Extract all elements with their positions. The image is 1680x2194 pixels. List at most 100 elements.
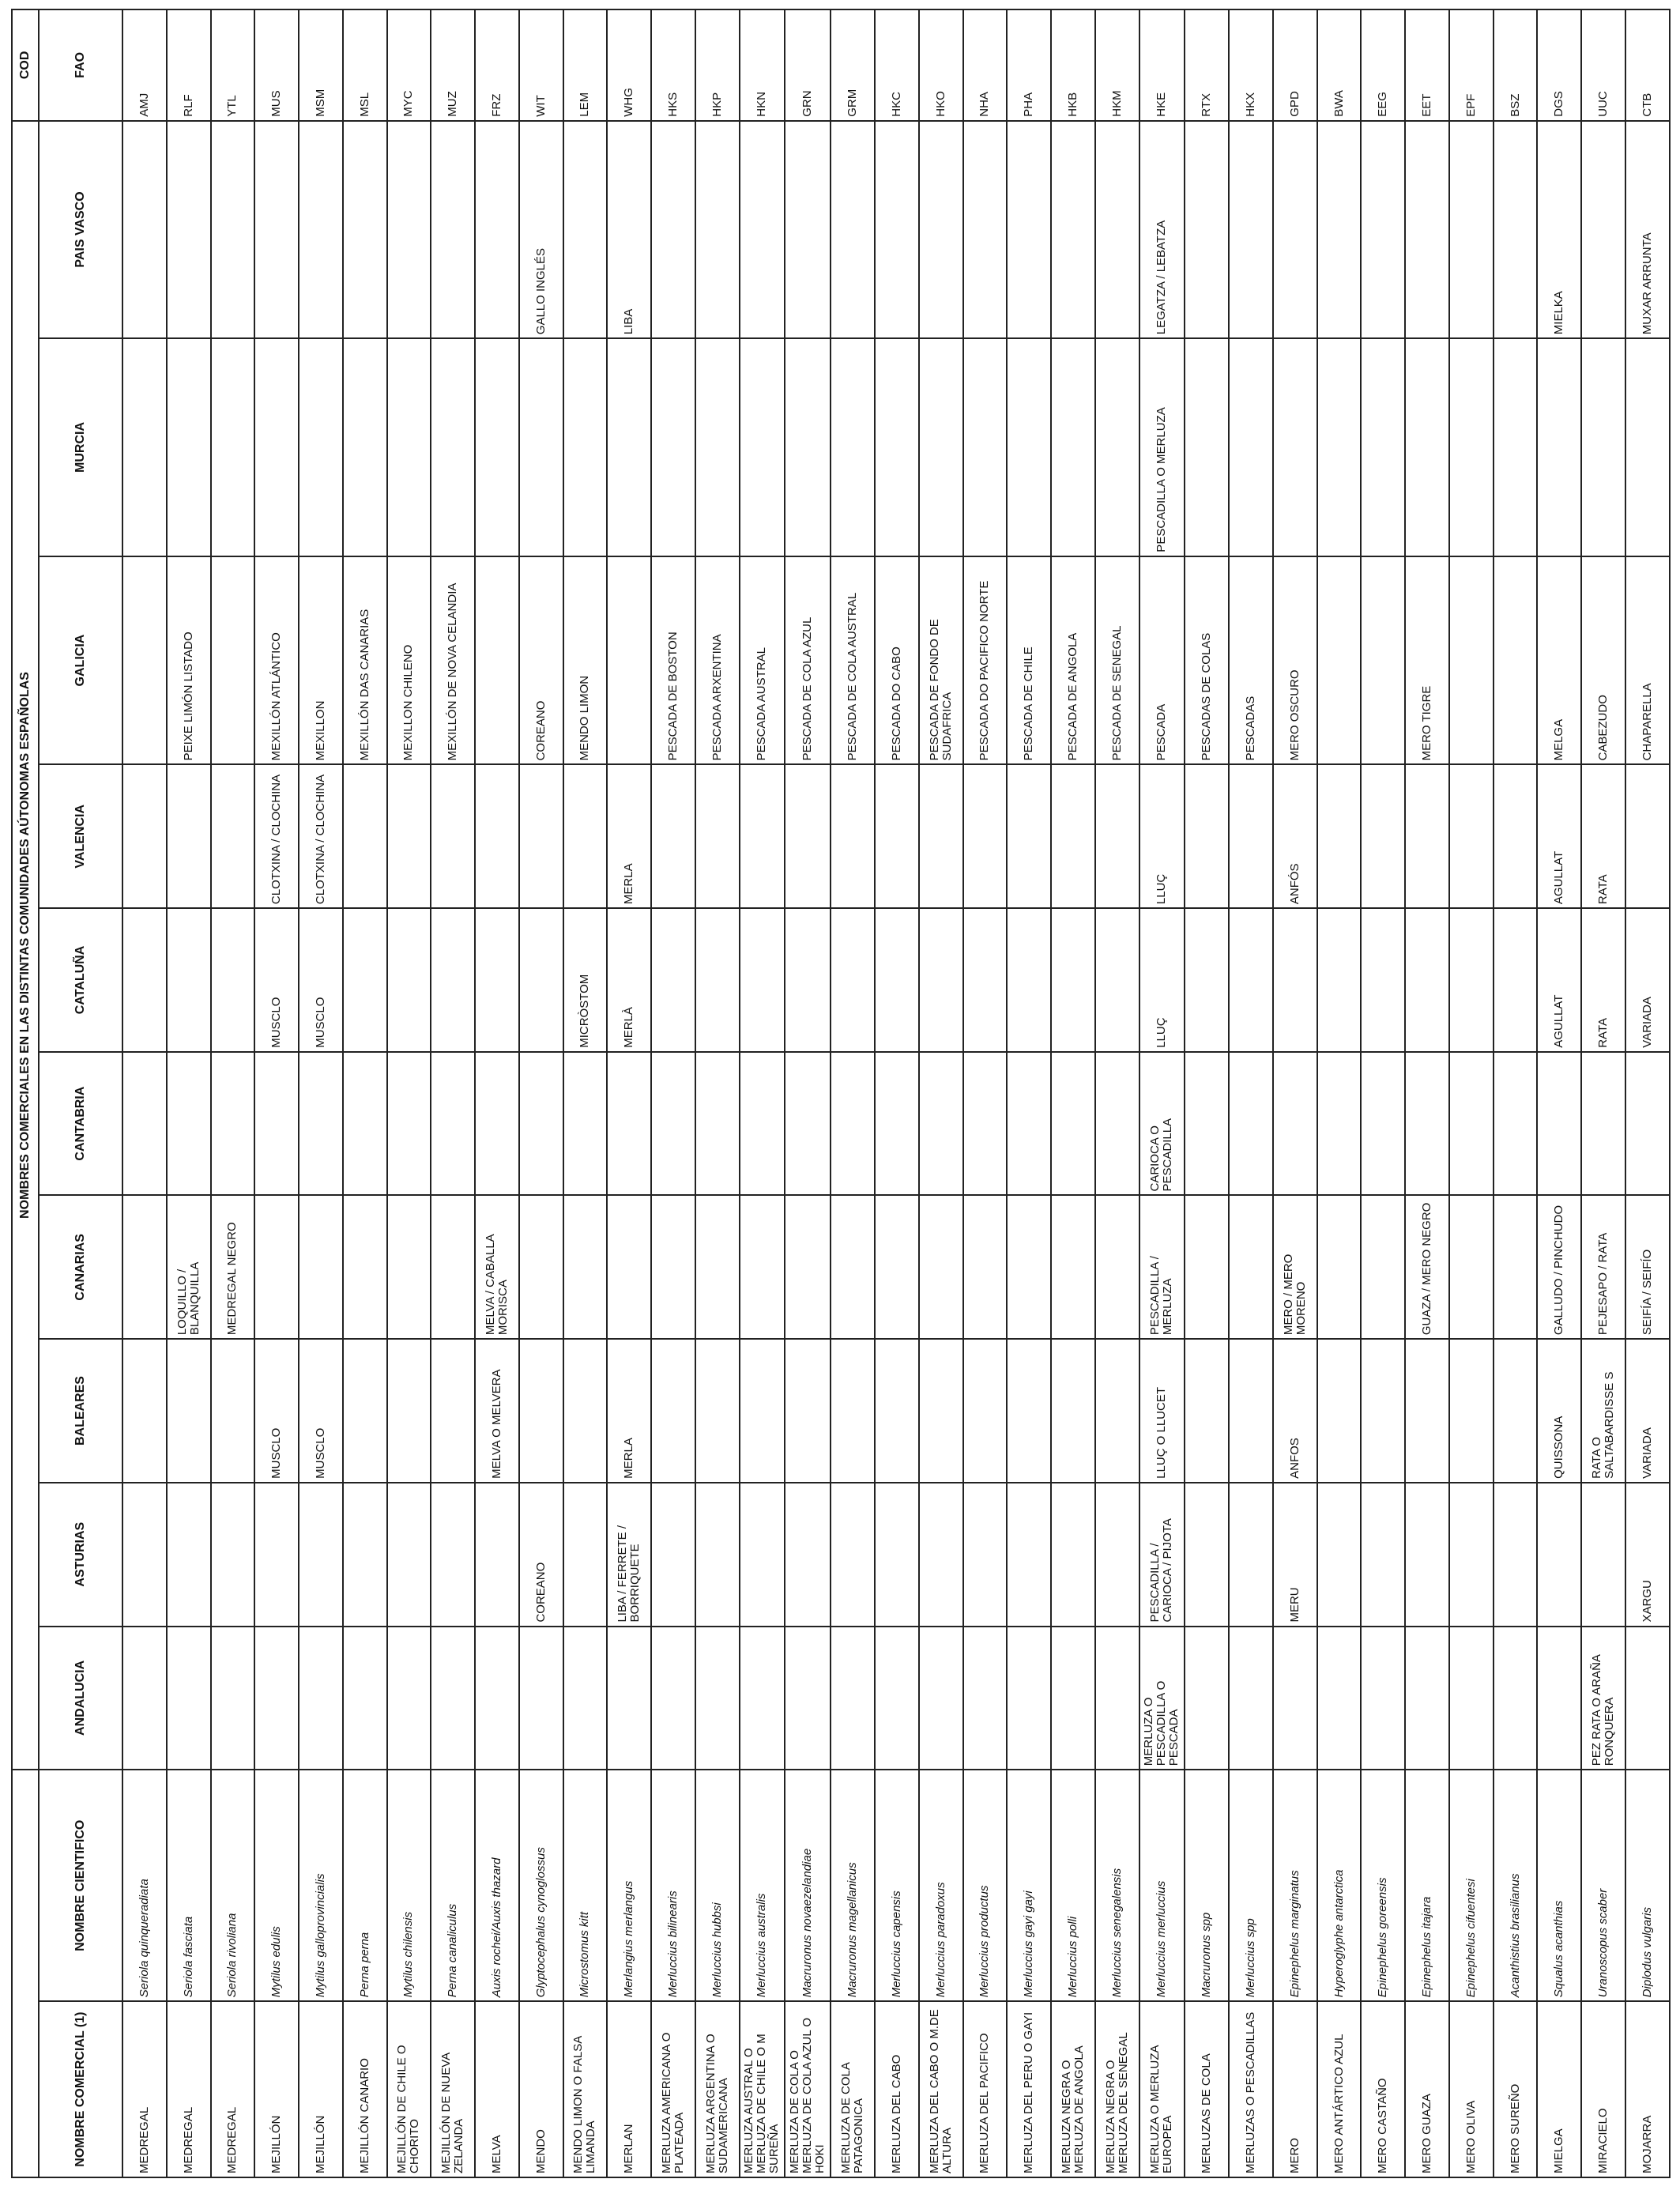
table-row: MELVA Auxis rochei/Auxis thazard MELVA O M…: [475, 9, 519, 2177]
region-name-cell: CABEZUDO: [1581, 556, 1625, 765]
region-name-cell: [1185, 1195, 1230, 1340]
region-name-cell: LLUÇ: [1139, 908, 1185, 1052]
fao-code-cell: GPD: [1272, 9, 1317, 121]
region-name-cell: [739, 1195, 785, 1340]
nombre-cientifico-cell: Microstomus kitt: [563, 1770, 608, 2002]
region-name-cell: [166, 1626, 211, 1770]
nombre-comercial-cell: MERO OLIVA: [1448, 2001, 1494, 2177]
region-name-cell: [651, 120, 695, 339]
region-name-cell: [122, 556, 167, 765]
nombre-cientifico-cell: Merluccius polli: [1051, 1770, 1095, 2002]
nombre-cientifico-cell: Macruronus novaezelandiae: [785, 1770, 831, 2002]
region-name-cell: [1625, 1051, 1670, 1196]
region-name-cell: [342, 1482, 387, 1627]
region-name-cell: PESCADA DE FONDO DE SUDAFRICA: [918, 556, 963, 765]
region-name-cell: [1405, 338, 1449, 556]
region-name-cell: [785, 120, 831, 339]
table-row: MERLUZAS O PESCADILLAS Merluccius spp PESC…: [1229, 9, 1273, 2177]
region-name-cell: [563, 1482, 608, 1627]
nombre-comercial-cell: MEJILLÓN DE CHILE O CHORITO: [386, 2001, 431, 2177]
nombre-comercial-cell: MIELGA: [1537, 2001, 1582, 2177]
region-name-cell: [1537, 1051, 1582, 1196]
region-name-cell: [1007, 1051, 1052, 1196]
region-name-cell: PEIXE LIMÓN LISTADO: [166, 556, 211, 765]
nombre-cientifico-cell: Perna canaliculus: [431, 1770, 475, 2002]
region-name-cell: [1405, 1339, 1449, 1483]
table-row: MERLUZA DEL PACIFICO Merluccius productus…: [962, 9, 1008, 2177]
fao-code-cell: PHA: [1007, 9, 1052, 121]
region-name-cell: [254, 338, 299, 556]
region-name-cell: [785, 1195, 831, 1340]
region-name-cell: [431, 1339, 475, 1483]
region-name-cell: [386, 120, 431, 339]
region-name-cell: [1317, 1626, 1362, 1770]
nombre-cientifico-cell: Merluccius bilinearis: [651, 1770, 695, 2002]
nombre-cientifico-cell: Acanthistius brasilianus: [1493, 1770, 1538, 2002]
region-name-cell: [1493, 1482, 1538, 1627]
table-row: MERO OLIVA Epinephelus cifuentesi EPF: [1448, 9, 1494, 2177]
region-name-cell: [475, 1482, 519, 1627]
region-name-cell: PESCADA DE SENEGAL: [1094, 556, 1139, 765]
table-row: MERLUZA NEGRA O MERLUZA DEL SENEGAL Merlu…: [1094, 9, 1139, 2177]
region-name-cell: PESCADAS DE COLAS: [1185, 556, 1230, 765]
nombre-comercial-cell: MERLUZAS O PESCADILLAS: [1229, 2001, 1273, 2177]
nombre-comercial-cell: MERLUZA DEL CABO O M.DE ALTURA: [918, 2001, 963, 2177]
region-name-cell: [1361, 338, 1406, 556]
nombre-cientifico-cell: Merluccius senegalensis: [1094, 1770, 1139, 2002]
region-name-cell: [962, 1339, 1008, 1483]
region-name-cell: [1007, 120, 1052, 339]
region-name-cell: [785, 764, 831, 909]
region-name-cell: [1361, 556, 1406, 765]
region-name-cell: LEGATZA / LEBATZA: [1139, 120, 1185, 339]
region-name-cell: MERLA: [607, 764, 651, 909]
header-region: CATALUÑA: [39, 908, 122, 1052]
header-region: MURCIA: [39, 338, 122, 556]
region-name-cell: [695, 338, 740, 556]
region-name-cell: [1317, 1339, 1362, 1483]
region-name-cell: [431, 764, 475, 909]
region-name-cell: [875, 1482, 919, 1627]
region-name-cell: [122, 1626, 167, 1770]
region-name-cell: [962, 1051, 1008, 1196]
region-name-cell: [831, 120, 876, 339]
region-name-cell: [1007, 1482, 1052, 1627]
region-name-cell: [518, 1195, 563, 1340]
region-name-cell: [695, 1195, 740, 1340]
region-name-cell: [962, 908, 1008, 1052]
region-name-cell: PESCADA DE COLA AUSTRAL: [831, 556, 876, 765]
nombre-comercial-cell: MELVA: [475, 2001, 519, 2177]
region-name-cell: [785, 908, 831, 1052]
region-name-cell: MUSCLO: [299, 1339, 343, 1483]
region-name-cell: [386, 764, 431, 909]
fao-code-cell: RTX: [1185, 9, 1230, 121]
region-name-cell: QUISSONA: [1537, 1339, 1582, 1483]
nombre-cientifico-cell: Merluccius paradoxus: [918, 1770, 963, 2002]
table-row: MEDREGAL Seriola quinqueradiata AMJ: [122, 9, 167, 2177]
fao-code-cell: NHA: [962, 9, 1008, 121]
region-name-cell: [1094, 1482, 1139, 1627]
table-row: MERLUZAS DE COLA Macruronus spp PESCADAS D…: [1185, 9, 1230, 2177]
fao-code-cell: WHG: [607, 9, 651, 121]
region-name-cell: [1272, 908, 1317, 1052]
nombre-comercial-cell: MERO: [1272, 2001, 1317, 2177]
region-name-cell: [386, 1626, 431, 1770]
region-name-cell: LLUÇ O LLUCET: [1139, 1339, 1185, 1483]
nombre-comercial-cell: MERLAN: [607, 2001, 651, 2177]
region-name-cell: [1051, 1051, 1095, 1196]
region-name-cell: [1272, 1626, 1317, 1770]
region-name-cell: [651, 1195, 695, 1340]
region-name-cell: ANFÓS: [1272, 764, 1317, 909]
region-name-cell: VARIADA: [1625, 908, 1670, 1052]
region-name-cell: [1094, 764, 1139, 909]
region-name-cell: [785, 1482, 831, 1627]
region-name-cell: [342, 1339, 387, 1483]
fao-code-cell: HKM: [1094, 9, 1139, 121]
table-row: MERLUZA DEL PERU O GAYI Merluccius gayi g…: [1007, 9, 1052, 2177]
region-name-cell: [518, 338, 563, 556]
region-name-cell: MEXILLON CHILENO: [386, 556, 431, 765]
region-name-cell: [342, 908, 387, 1052]
region-name-cell: [122, 1339, 167, 1483]
region-name-cell: [739, 908, 785, 1052]
region-name-cell: [431, 1051, 475, 1196]
table-row: MERLUZA AMERICANA O PLATEADA Merluccius b…: [651, 9, 695, 2177]
